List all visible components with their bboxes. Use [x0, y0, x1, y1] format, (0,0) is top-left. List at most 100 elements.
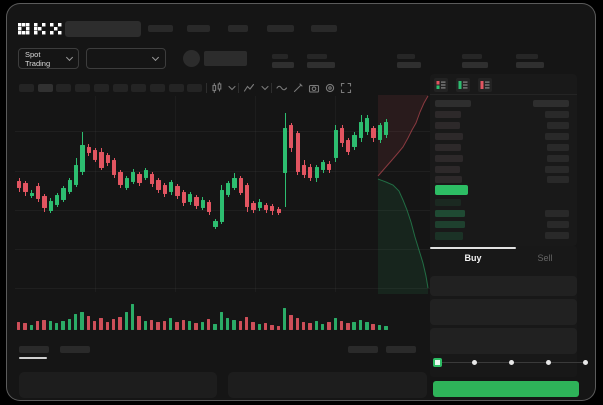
bottom-action-placeholder[interactable]: [348, 346, 378, 353]
ask-row[interactable]: [430, 111, 577, 119]
amount-field[interactable]: [430, 328, 577, 354]
slider-handle[interactable]: [433, 358, 442, 367]
nav-item[interactable]: [311, 25, 337, 32]
timeframe-button[interactable]: [75, 84, 91, 92]
book-combined-icon[interactable]: [434, 78, 448, 92]
nav-item[interactable]: [187, 25, 210, 32]
indicator-icon[interactable]: [243, 82, 255, 94]
pencil-icon[interactable]: [292, 82, 304, 94]
candle-body: [200, 200, 205, 208]
candle-style-icon[interactable]: [211, 82, 223, 94]
bid-amount-placeholder: [545, 209, 569, 217]
order-type-field[interactable]: [430, 276, 577, 296]
candle-body: [124, 178, 129, 188]
timeframe-button[interactable]: [149, 84, 165, 92]
stat-value-placeholder: [462, 62, 488, 68]
ask-row[interactable]: [430, 143, 577, 152]
timeframe-button[interactable]: [93, 84, 109, 92]
candle-body: [232, 178, 237, 188]
volume-bar: [105, 322, 109, 330]
ask-row[interactable]: [430, 176, 577, 184]
bid-row[interactable]: [430, 209, 577, 218]
ask-row[interactable]: [430, 132, 577, 141]
candle-body: [238, 178, 243, 193]
volume-bar: [187, 321, 192, 330]
volume-bar: [289, 315, 293, 330]
volume-bar: [181, 320, 185, 330]
nav-item[interactable]: [148, 25, 173, 32]
gear-icon[interactable]: [324, 82, 336, 94]
slider-dot[interactable]: [509, 360, 514, 365]
candle-body: [282, 128, 288, 173]
candle-body: [175, 186, 180, 196]
stat-value-placeholder: [272, 62, 294, 68]
book-bids-icon[interactable]: [456, 78, 470, 92]
candle-body: [377, 125, 383, 140]
price-field[interactable]: [430, 299, 577, 325]
volume-bar: [156, 322, 160, 330]
fullscreen-icon[interactable]: [340, 82, 352, 94]
stat-label-placeholder: [516, 54, 538, 59]
candle-body: [118, 172, 123, 185]
bid-amount-placeholder: [547, 220, 569, 228]
ask-price-placeholder: [435, 165, 460, 173]
volume-bar: [130, 304, 135, 330]
candle-body: [67, 180, 72, 192]
slider-dot[interactable]: [472, 360, 477, 365]
pair-selector-dropdown[interactable]: [86, 48, 166, 69]
candle-body: [99, 152, 104, 168]
slider-dot[interactable]: [546, 360, 551, 365]
ask-row[interactable]: [430, 121, 577, 130]
volume-bar: [365, 322, 369, 330]
candle-body: [301, 165, 307, 175]
ask-price-placeholder: [435, 121, 460, 129]
timeframe-button[interactable]: [19, 84, 34, 92]
volume-bar: [377, 325, 382, 330]
bid-row[interactable]: [430, 232, 577, 240]
ask-row[interactable]: [430, 165, 577, 174]
book-asks-icon[interactable]: [478, 78, 492, 92]
volume-bar: [143, 321, 147, 330]
bottom-tab[interactable]: [60, 346, 90, 353]
bid-amount-placeholder: [545, 232, 569, 240]
market-type-dropdown[interactable]: Spot Trading: [18, 48, 79, 69]
timeframe-button[interactable]: [131, 84, 147, 92]
timeframe-button[interactable]: [112, 84, 128, 92]
nav-item[interactable]: [267, 25, 294, 32]
volume-bar: [118, 317, 122, 330]
wave-icon[interactable]: [276, 82, 288, 94]
chevron-down-icon: [151, 53, 160, 62]
volume-bar: [162, 321, 166, 330]
timeframe-button[interactable]: [187, 84, 203, 92]
bottom-action-placeholder[interactable]: [386, 346, 416, 353]
camera-icon[interactable]: [308, 82, 320, 94]
bottom-tab[interactable]: [19, 346, 49, 353]
volume-bar: [124, 312, 128, 330]
bid-row[interactable]: [430, 220, 577, 229]
chevron-down-icon[interactable]: [226, 82, 238, 94]
candle-body: [358, 122, 364, 138]
timeframe-button[interactable]: [56, 84, 72, 92]
bid-price-placeholder: [435, 220, 465, 229]
candle-body: [327, 164, 332, 170]
timeframe-button[interactable]: [168, 84, 184, 92]
ask-row[interactable]: [430, 154, 577, 163]
slider-dot[interactable]: [583, 360, 588, 365]
timeframe-button[interactable]: [37, 84, 53, 92]
candle-body: [213, 221, 218, 227]
volume-bar: [238, 321, 242, 330]
bid-row[interactable]: [430, 198, 577, 207]
tab-buy[interactable]: Buy: [464, 253, 482, 263]
ask-amount-placeholder: [547, 121, 569, 129]
candle-body: [143, 170, 148, 178]
candlestick-chart[interactable]: [15, 96, 430, 296]
search-input[interactable]: [65, 21, 141, 37]
volume-bar: [67, 319, 72, 330]
ask-amount-placeholder: [545, 111, 569, 118]
tab-sell[interactable]: Sell: [537, 253, 553, 263]
pair-name-placeholder: [204, 51, 247, 66]
buy-submit-button[interactable]: [433, 381, 579, 397]
nav-item[interactable]: [228, 25, 248, 32]
chevron-down-icon[interactable]: [259, 82, 271, 94]
candle-body: [308, 167, 313, 178]
